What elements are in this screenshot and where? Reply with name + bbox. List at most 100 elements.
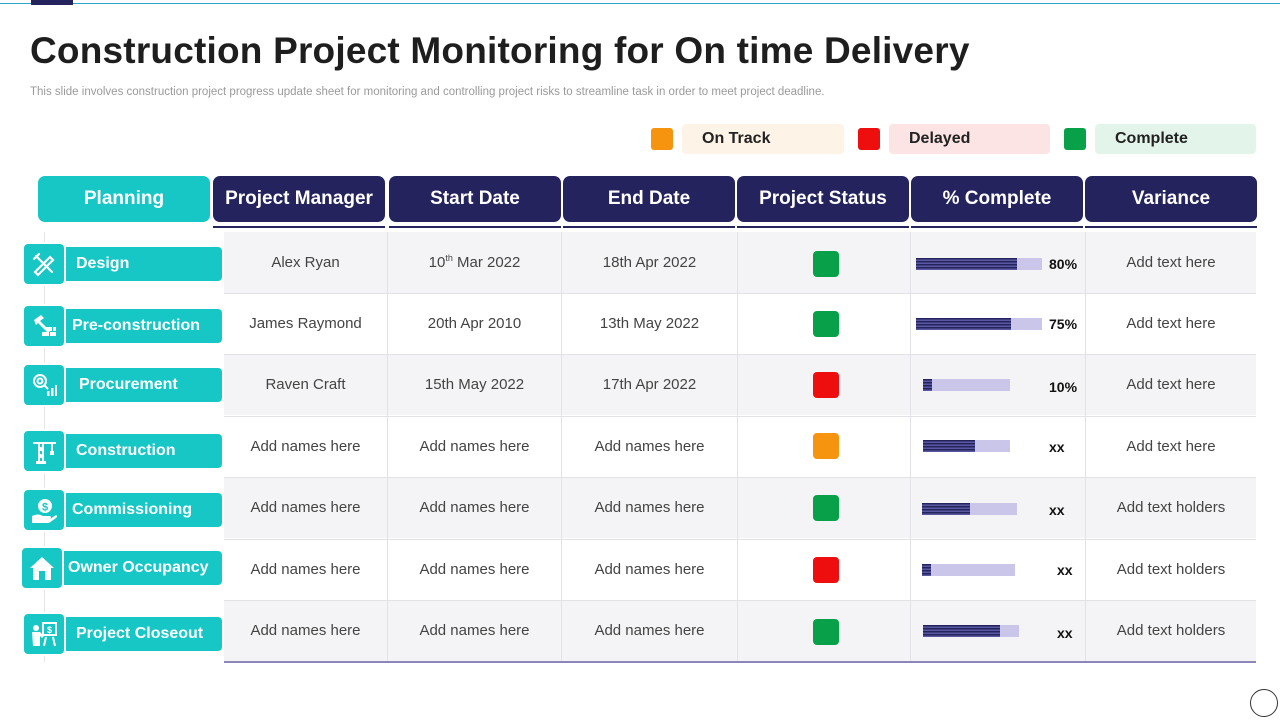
phase-label-procurement: Procurement xyxy=(60,368,222,402)
row-divider xyxy=(224,293,1256,294)
variance-cell: Add text holders xyxy=(1116,499,1226,516)
column-divider xyxy=(561,232,562,662)
header-planning: Planning xyxy=(38,176,210,222)
start-date-cell: 10th Mar 2022 xyxy=(388,232,561,293)
progress-bar xyxy=(922,564,1015,576)
manager-cell: Add names here xyxy=(250,622,361,639)
start-date-cell: Add names here xyxy=(419,499,530,516)
end-date-cell: 13th May 2022 xyxy=(599,315,700,332)
manager-cell: Add names here xyxy=(250,561,361,578)
page-title: Construction Project Monitoring for On t… xyxy=(30,30,970,71)
end-date-cell: 17th Apr 2022 xyxy=(602,376,697,393)
phase-label-design: Design xyxy=(60,247,222,281)
row-background xyxy=(224,600,1256,661)
row-divider xyxy=(224,477,1256,478)
start-date-cell: Add names here xyxy=(419,561,530,578)
manager-cell: Add names here xyxy=(250,499,361,516)
end-date-cell: Add names here xyxy=(594,438,705,455)
status-indicator-complete xyxy=(813,251,839,277)
row-background xyxy=(224,477,1256,538)
header-underline xyxy=(389,226,561,228)
percent-label: xx xyxy=(1049,502,1065,518)
percent-label: xx xyxy=(1057,562,1073,578)
legend-complete-swatch xyxy=(1064,128,1086,150)
top-accent-tab xyxy=(31,0,73,5)
house-icon xyxy=(20,546,64,590)
start-date-rest: Mar 2022 xyxy=(452,254,521,271)
page-subtitle: This slide involves construction project… xyxy=(30,86,825,98)
variance-cell: Add text here xyxy=(1126,254,1216,271)
status-indicator-complete xyxy=(813,311,839,337)
progress-bar xyxy=(916,258,1042,270)
row-divider xyxy=(224,539,1256,540)
status-indicator-delayed xyxy=(813,372,839,398)
percent-label: 75% xyxy=(1049,316,1078,332)
phase-label-owner-occupancy: Owner Occupancy xyxy=(60,551,222,585)
svg-text:$: $ xyxy=(47,625,52,635)
row-divider xyxy=(224,600,1256,601)
progress-fill xyxy=(923,379,932,391)
status-indicator-complete xyxy=(813,495,839,521)
end-date-cell: Add names here xyxy=(594,561,705,578)
progress-bar xyxy=(923,379,1010,391)
hammer-bricks-icon xyxy=(22,304,66,348)
row-background xyxy=(224,354,1256,415)
progress-bar xyxy=(923,440,1010,452)
percent-label: 80% xyxy=(1049,256,1078,272)
crane-icon xyxy=(22,429,66,473)
progress-fill xyxy=(916,318,1011,330)
variance-cell: Add text here xyxy=(1126,438,1216,455)
status-indicator-complete xyxy=(813,619,839,645)
variance-cell: Add text holders xyxy=(1116,561,1226,578)
table-bottom-line xyxy=(224,661,1256,663)
svg-text:$: $ xyxy=(42,502,48,514)
column-divider xyxy=(737,232,738,662)
column-divider xyxy=(387,232,388,662)
start-date-cell: Add names here xyxy=(419,438,530,455)
progress-bar xyxy=(922,503,1017,515)
header-percent-complete: % Complete xyxy=(911,176,1083,222)
start-date-suffix: th xyxy=(445,253,453,263)
header-variance: Variance xyxy=(1085,176,1257,222)
header-project-manager: Project Manager xyxy=(213,176,385,222)
end-date-cell: 18th Apr 2022 xyxy=(602,254,697,271)
start-date-cell: 20th Apr 2010 xyxy=(427,315,522,332)
header-underline xyxy=(911,226,1083,228)
manager-cell: James Raymond xyxy=(249,315,362,332)
row-divider xyxy=(224,354,1256,355)
variance-cell: Add text here xyxy=(1126,315,1216,332)
progress-fill xyxy=(923,440,976,452)
manager-cell: Alex Ryan xyxy=(271,254,340,271)
row-background xyxy=(224,232,1256,293)
header-underline xyxy=(213,226,385,228)
header-start-date: Start Date xyxy=(389,176,561,222)
legend-delayed-swatch xyxy=(858,128,880,150)
manager-cell: Add names here xyxy=(250,438,361,455)
progress-fill xyxy=(922,564,932,576)
procurement-icon xyxy=(22,363,66,407)
phase-label-construction: Construction xyxy=(60,434,222,468)
row-divider xyxy=(224,416,1256,417)
column-divider xyxy=(910,232,911,662)
progress-fill xyxy=(922,503,970,515)
end-date-cell: Add names here xyxy=(594,622,705,639)
design-tools-icon xyxy=(22,242,66,286)
variance-cell: Add text here xyxy=(1126,376,1216,393)
header-underline xyxy=(737,226,909,228)
legend-on-track-swatch xyxy=(651,128,673,150)
manager-cell: Raven Craft xyxy=(265,376,346,393)
header-underline xyxy=(1085,226,1257,228)
status-indicator-on-track xyxy=(813,433,839,459)
percent-label: xx xyxy=(1049,439,1065,455)
start-date-cell: 15th May 2022 xyxy=(424,376,525,393)
end-date-cell: Add names here xyxy=(594,499,705,516)
top-accent-line xyxy=(0,3,1280,4)
presentation-icon: $ xyxy=(22,612,66,656)
column-divider xyxy=(1085,232,1086,662)
progress-fill xyxy=(923,625,1000,637)
legend-complete-label: Complete xyxy=(1095,124,1256,154)
phase-label-pre-construction: Pre-construction xyxy=(60,309,222,343)
variance-cell: Add text holders xyxy=(1116,622,1226,639)
start-date-day: 10 xyxy=(428,254,446,271)
phase-label-commissioning: Commissioning xyxy=(60,493,222,527)
